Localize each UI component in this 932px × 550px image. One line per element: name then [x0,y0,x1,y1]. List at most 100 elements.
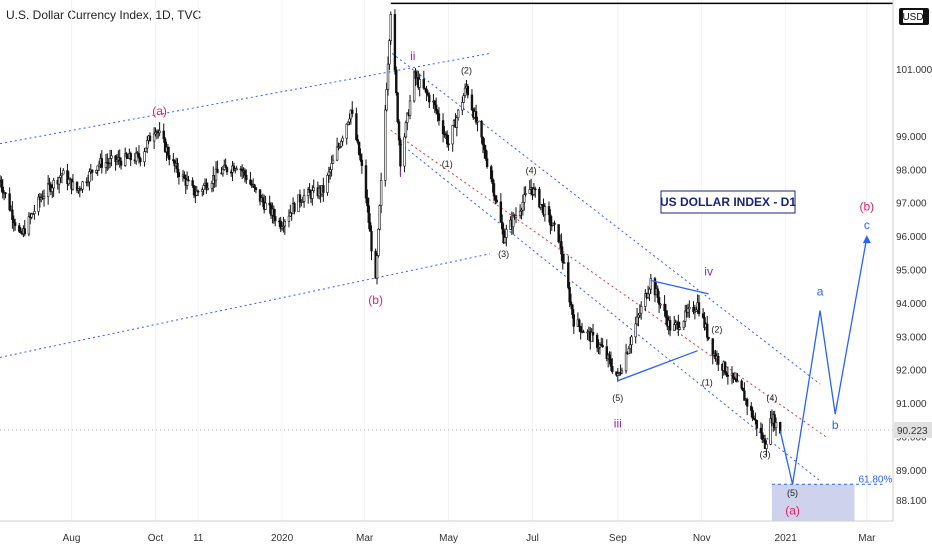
wave-label: (2) [461,65,472,75]
candle-body [646,293,650,298]
chart-header-title: U.S. Dollar Currency Index, 1D, TVC [6,8,202,22]
candle-body [461,102,464,111]
candle-body [214,168,218,181]
wave-label: a [817,285,824,299]
candle-body [759,427,763,433]
candle-body [743,390,746,401]
candle-body [765,444,768,449]
candle-body [682,320,686,328]
candle-body [375,255,379,279]
candle-body [547,206,551,216]
candle-body [254,187,258,190]
candle-body [264,202,267,210]
candle-body [366,197,369,207]
candle-body [235,168,238,171]
candle-body [144,147,148,152]
wave-label: (2) [711,324,722,334]
candle-body [399,139,402,167]
candle-body [481,136,485,146]
candle-body [572,314,575,327]
candle-body [166,146,170,156]
candle-body [726,374,730,377]
candle-body [750,405,753,411]
y-tick-label: 94.000 [896,299,927,310]
candle-body [356,139,359,143]
x-tick-label: 11 [193,533,204,544]
y-tick-label: 91.000 [896,399,927,410]
candle-body [412,71,416,102]
candle-body [456,109,460,119]
wedge-line[interactable] [650,279,709,295]
candle-body [740,380,743,389]
down-channel-mid[interactable] [390,129,828,438]
candle-body [249,179,252,185]
candle-body [52,179,55,189]
plot-area[interactable]: 61.80%(c)(a)(b)iii(2)(1)(4)(3)(5)iiiiv(2… [0,0,893,521]
candle-body [673,324,676,331]
candle-body [630,336,633,346]
candle-body [243,170,247,176]
last-price-value: 90.223 [897,426,928,437]
time-axis-bg [0,521,932,550]
candle-body [428,94,431,103]
candle-body [560,241,563,255]
candle-body [620,370,624,374]
candle-body [187,179,190,182]
candle-body [644,293,647,307]
wedge-line[interactable] [617,350,698,382]
candle-body [634,323,637,338]
candle-body [384,109,387,181]
candle-body [110,155,113,159]
candle-body [341,137,344,142]
candle-body [75,181,79,191]
candle-body [751,410,754,419]
candle-body [312,187,315,191]
candle-body [484,149,487,160]
candle-body [711,338,714,356]
candle-body [433,100,437,106]
candle-body [688,306,691,310]
x-tick-label: Oct [148,533,164,544]
projection-path[interactable] [779,237,868,485]
candle-body [582,331,585,333]
candle-body [8,193,11,211]
y-tick-label: 93.000 [896,332,927,343]
candle-body [330,163,333,170]
price-axis[interactable]: 101.000 99.000 98.000 97.000 96.000 95.000 94.… [892,0,932,521]
candle-body [403,136,406,167]
x-tick-label: Jul [526,533,539,544]
wave-label: (a) [785,503,800,517]
candle-body [42,196,46,199]
candle-body [348,118,351,123]
down-channel-top[interactable] [391,53,821,385]
candle-body [754,418,757,421]
time-axis[interactable]: Aug Oct 11 2020 Mar May Jul Sep Nov 2021 Mar [0,520,932,550]
candle-body [485,158,489,167]
candle-body [426,92,430,96]
candle-body [605,346,608,360]
candle-body [499,201,503,223]
candle-body [717,355,720,365]
candle-body [397,121,401,141]
candle-body [395,69,398,94]
candle-body [0,180,3,188]
upper-channel[interactable] [0,52,490,145]
candle-body [528,189,531,194]
candle-body [1,186,4,194]
x-tick-label: Nov [693,533,711,544]
lower-channel[interactable] [0,253,490,358]
candle-body [436,110,439,114]
candle-body [635,316,639,325]
candle-body [322,185,325,193]
wave-label: i [399,166,402,180]
wave-label: (5) [612,393,623,403]
candles[interactable] [0,9,782,457]
candle-body [185,179,189,186]
candle-body [385,89,388,111]
y-tick-label: 96.000 [896,232,927,243]
y-tick-label: 97.000 [896,199,927,210]
candle-body [736,380,739,383]
candle-body [609,358,613,367]
candle-body [534,188,537,191]
